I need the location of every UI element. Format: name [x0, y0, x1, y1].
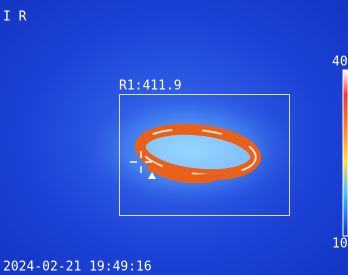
roi-label: R1:411.9: [119, 79, 182, 94]
timestamp: 2024-02-21 19:49:16: [3, 260, 152, 275]
color-scale: [343, 70, 348, 236]
scale-min: 10: [332, 237, 348, 252]
thermal-view: I R R1:411.9 2024-02-21 19:49:16 40 10: [0, 0, 348, 275]
mode-label: I R: [3, 10, 27, 25]
scale-max: 40: [332, 55, 348, 70]
